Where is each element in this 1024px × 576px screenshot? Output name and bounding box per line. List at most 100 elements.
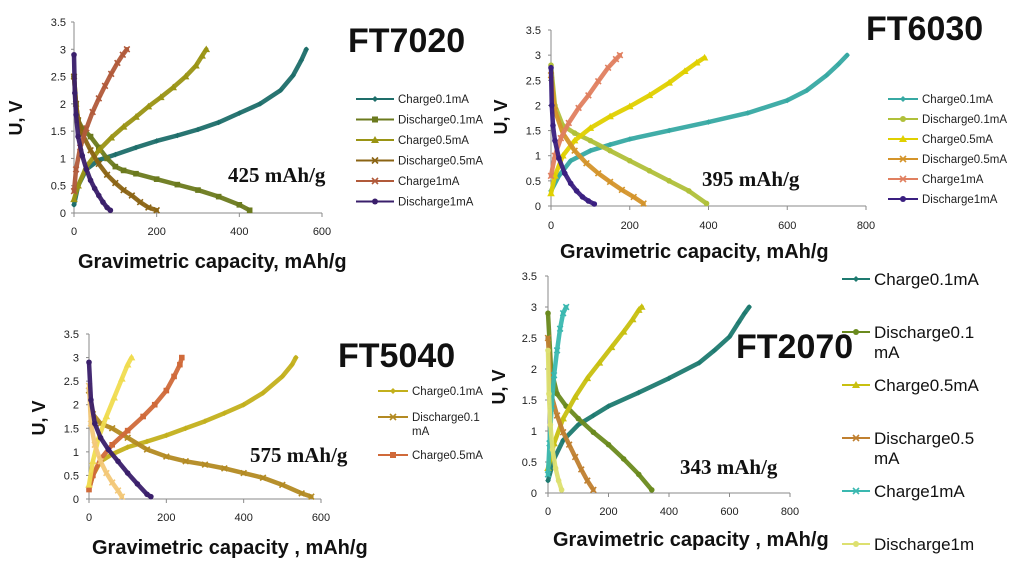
legend-label: mA [412,426,430,438]
series-line [548,52,850,194]
data-point [202,418,208,425]
data-point [545,347,551,354]
data-point [745,110,751,116]
series-line [548,55,707,196]
y-tick-label: 2.5 [51,72,66,84]
data-point [75,133,81,140]
data-point [550,122,556,129]
data-point [112,163,119,170]
y-tick-label: 0.5 [51,181,66,193]
y-axis-label: U, V [6,100,26,135]
data-point [163,432,170,439]
data-point [215,119,222,126]
legend-marker [899,155,907,163]
data-point [124,444,131,450]
data-point [594,77,602,85]
series-line [548,73,646,206]
legend-item: Charge0.5mA [356,135,469,147]
legend-marker [852,434,860,442]
data-point [198,52,206,59]
x-tick-label: 400 [230,226,248,238]
data-point [625,102,634,110]
legend-label: Charge0.1mA [922,94,993,106]
data-point [546,391,552,397]
data-point [583,159,590,167]
data-point [260,390,266,396]
data-point [559,414,567,422]
legend-marker [852,487,860,495]
y-tick-label: 3 [60,44,66,56]
data-point [555,477,562,484]
data-point [153,206,161,214]
data-point [553,412,561,419]
data-point [157,93,165,101]
legend-marker [371,177,379,185]
legend: Charge0.1mA Discharge0.1mA Charge0.5mA Disc… [356,94,483,209]
series-4 [85,382,126,501]
data-point [195,187,201,193]
legend-marker [899,135,907,142]
legend-label: Discharge1mA [922,194,998,206]
data-point [587,137,594,144]
data-point [72,165,80,173]
data-point [573,188,580,194]
data-point [575,415,582,422]
y-axis-label: U, V [29,400,49,435]
data-point [201,461,209,468]
data-point [101,82,109,90]
data-point [646,168,653,174]
data-point [124,470,131,476]
data-point [70,195,78,203]
series-1 [545,310,655,493]
legend-label: Charge0.5mA [874,376,980,395]
x-axis-label: Gravimetric capacity, mAh/g [560,241,829,263]
data-point [174,132,181,139]
legend-label: Charge1mA [922,174,984,186]
data-point [681,67,689,75]
data-point [79,152,86,159]
y-tick-label: 3.5 [526,25,541,37]
y-tick-label: 1 [60,153,66,165]
legend-label: Discharge0.5mA [922,154,1007,166]
series-5 [86,359,154,500]
data-point [665,79,673,86]
data-point [640,200,647,207]
data-point [97,457,104,465]
legend-item: Charge0.1mA [888,94,993,106]
data-point [575,422,582,428]
legend-label: Discharge0.5 [874,429,974,448]
data-point [835,61,842,67]
x-tick-label: 600 [312,512,330,524]
data-point [105,446,112,453]
data-point [133,144,139,151]
data-point [102,412,111,420]
data-point [71,202,77,208]
data-point [635,471,642,478]
x-tick-label: 0 [548,220,554,232]
legend-marker [899,175,907,183]
data-point [221,410,228,416]
data-point [630,193,638,201]
y-tick-label: 1 [73,447,79,459]
data-point [103,469,110,477]
data-point [620,456,627,462]
data-point [556,173,562,179]
data-point [735,319,742,326]
legend-item: Discharge1mA [356,197,474,209]
data-point [579,194,586,200]
data-point [177,361,183,368]
data-point [96,192,102,199]
data-point [590,429,597,436]
data-point [104,155,110,162]
data-point [259,474,267,482]
data-point [549,446,556,453]
legend-marker [853,541,859,547]
data-point [565,441,573,449]
data-point [595,359,604,366]
data-point [123,45,131,53]
legend-item: Charge0.1mA [378,386,483,398]
data-point [87,177,94,184]
data-point [153,138,160,144]
data-point [153,176,160,182]
data-point [666,375,672,382]
